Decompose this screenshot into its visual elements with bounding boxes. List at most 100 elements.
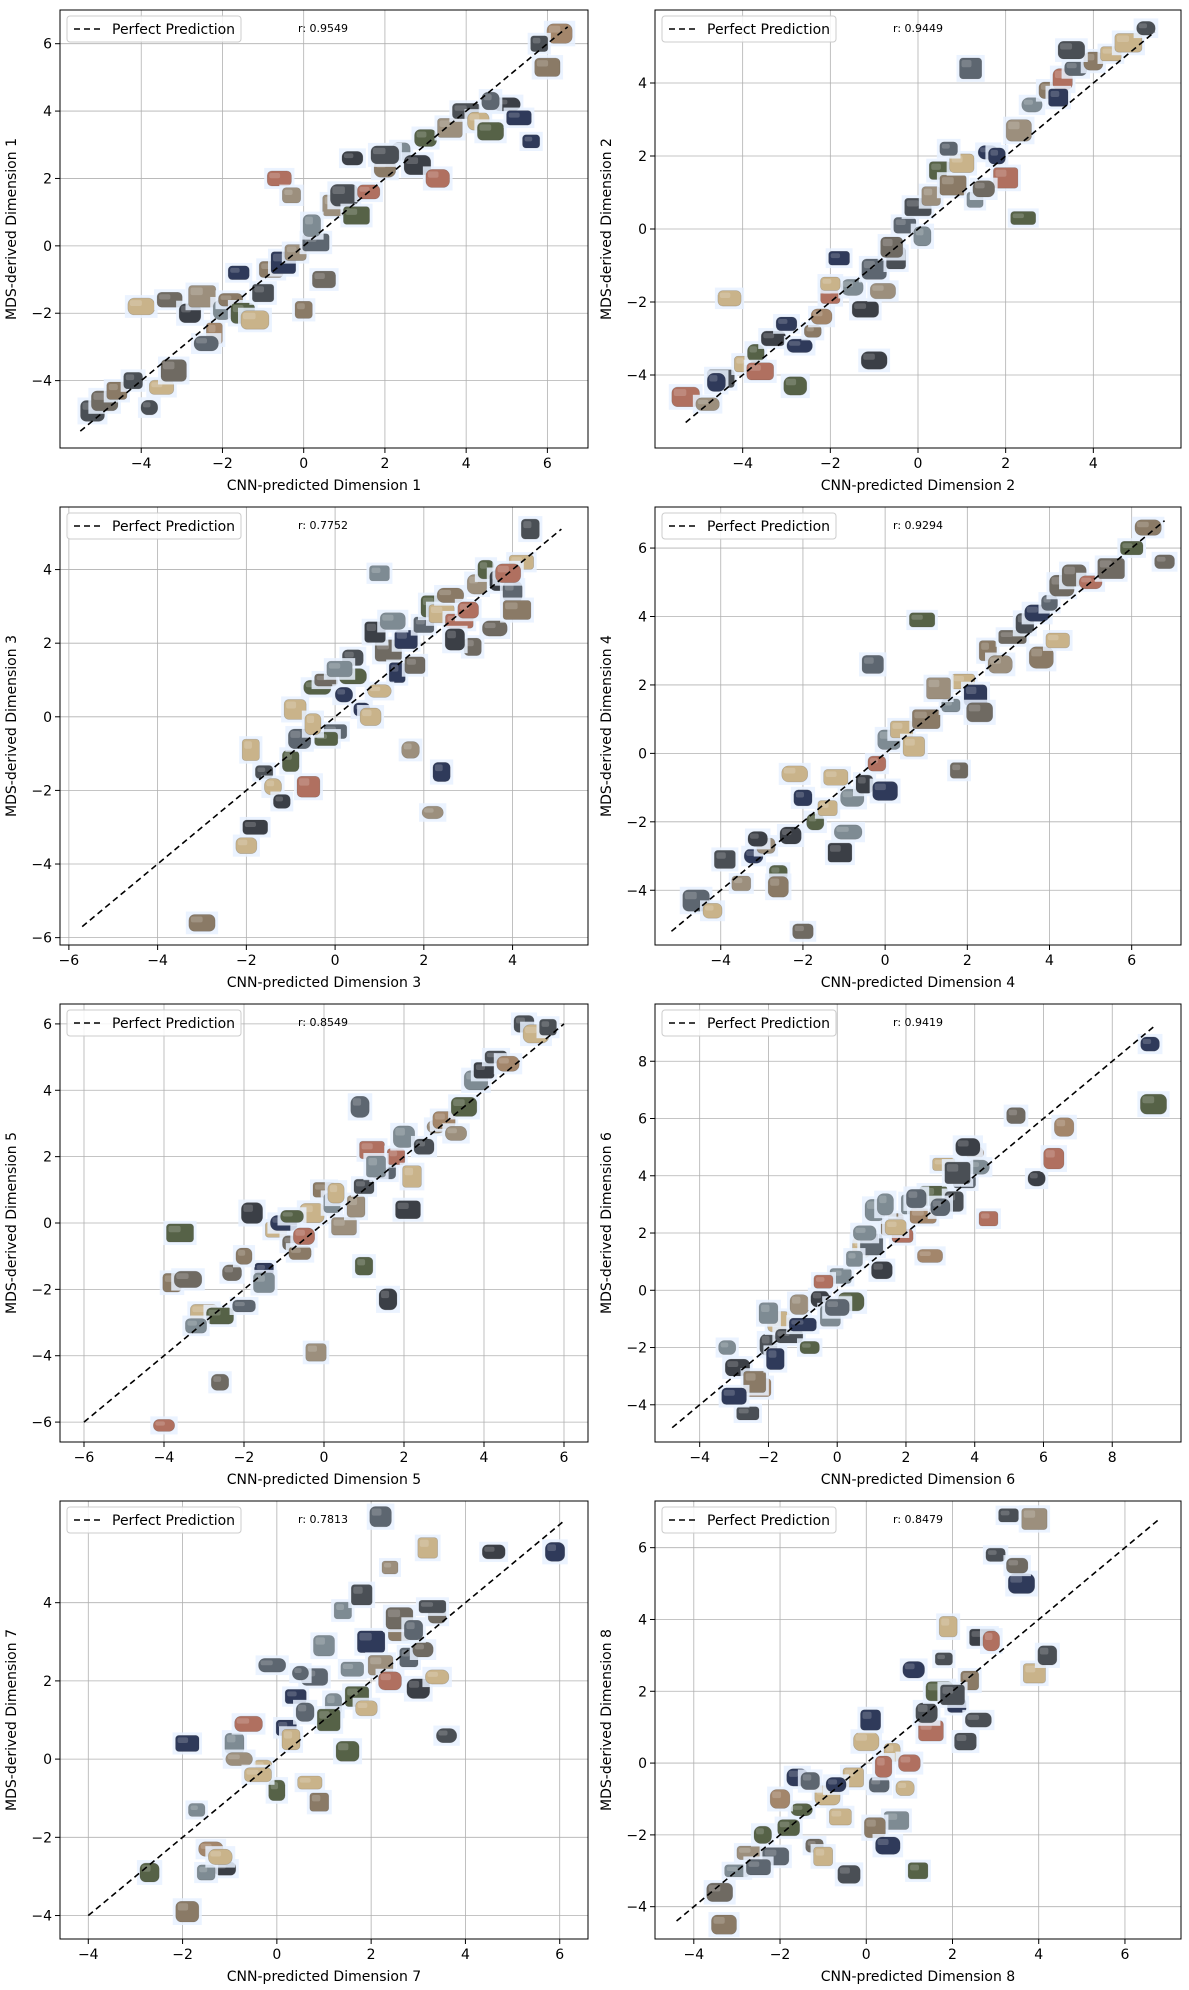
data-point	[279, 747, 303, 775]
data-point	[1137, 1033, 1163, 1055]
y-tick-label: 8	[638, 1054, 647, 1070]
x-tick-label: 0	[331, 953, 340, 969]
data-point	[947, 759, 971, 782]
correlation-label: r: 0.7752	[298, 519, 348, 532]
y-tick-label: 6	[638, 1541, 647, 1557]
data-point	[294, 773, 323, 801]
data-point	[270, 791, 294, 812]
data-point	[172, 1898, 202, 1925]
y-tick-label: 4	[43, 1083, 52, 1099]
x-tick-label: 0	[862, 1947, 871, 1963]
data-point	[293, 1699, 318, 1725]
data-point	[410, 1135, 438, 1158]
data-point	[542, 1539, 568, 1565]
y-axis-label: MDS-derived Dimension 5	[4, 1132, 20, 1314]
x-axis-label: CNN-predicted Dimension 1	[227, 478, 421, 494]
data-point	[914, 1246, 946, 1266]
axes-frame	[654, 506, 1182, 946]
chart-panel-8: −4 −2 0 2 4 6 −4 −2 0 2 4 6 CNN-predicted Dimension …	[599, 1500, 1182, 1985]
data-point	[328, 1214, 360, 1239]
x-tick-label: 4	[462, 456, 471, 472]
y-tick-label: −2	[626, 1341, 647, 1357]
data-point	[390, 1122, 418, 1151]
perfect-prediction-line	[81, 528, 562, 928]
y-tick-label: 6	[43, 1017, 52, 1033]
data-point	[711, 847, 739, 872]
x-axis-label: CNN-predicted Dimension 5	[227, 1472, 421, 1488]
x-tick-label: −2	[172, 1947, 193, 1963]
data-point	[877, 234, 906, 261]
x-tick-label: −4	[683, 1947, 704, 1963]
data-point	[692, 394, 723, 414]
data-point	[867, 280, 899, 302]
data-point	[493, 1053, 523, 1075]
x-tick-label: 6	[1039, 1450, 1048, 1466]
data-point	[309, 268, 339, 291]
data-point	[191, 333, 222, 355]
data-point	[205, 1846, 236, 1868]
x-tick-label: −4	[131, 456, 152, 472]
axes-frame	[59, 506, 589, 946]
data-point	[869, 778, 901, 804]
data-point	[157, 356, 190, 385]
y-axis-label: MDS-derived Dimension 2	[599, 138, 615, 320]
data-point	[985, 652, 1016, 677]
legend: Perfect Prediction	[66, 15, 242, 43]
x-axis-label: CNN-predicted Dimension 3	[227, 975, 421, 991]
data-point	[979, 1628, 1003, 1654]
legend-label: Perfect Prediction	[707, 519, 830, 535]
data-point	[500, 597, 534, 623]
data-point	[347, 1093, 373, 1121]
correlation-label: r: 0.7813	[298, 1513, 348, 1526]
data-point	[185, 1800, 208, 1820]
data-point	[849, 298, 882, 321]
chart-panel-6: −4 −2 0 2 4 6 8 −4 −2 0 2 4 6 8 CNN-predicted Dimensio…	[599, 1003, 1182, 1488]
data-point	[874, 1190, 897, 1219]
data-point	[790, 786, 816, 809]
y-tick-label: 0	[638, 1283, 647, 1299]
data-point	[858, 348, 891, 373]
data-points	[77, 20, 576, 425]
y-tick-label: −2	[31, 306, 52, 322]
data-point	[239, 816, 271, 838]
perfect-prediction-line	[671, 1026, 1155, 1429]
data-point	[783, 336, 816, 356]
data-point	[422, 1666, 452, 1688]
data-point	[1034, 1642, 1060, 1668]
data-point	[776, 823, 805, 848]
y-tick-label: −2	[626, 815, 647, 831]
y-axis-label: MDS-derived Dimension 8	[599, 1629, 615, 1811]
axes-frame	[59, 1500, 589, 1940]
data-point	[932, 1649, 956, 1669]
y-tick-label: −4	[31, 374, 52, 390]
data-point	[239, 736, 263, 764]
data-point	[743, 1856, 774, 1878]
data-point	[872, 1753, 895, 1781]
y-tick-label: 2	[638, 1226, 647, 1242]
y-tick-label: 6	[43, 37, 52, 53]
data-point	[185, 911, 219, 935]
chart-panel-5: −6 −4 −2 0 2 4 6 −6 −4 −2 0 2 4 6 CNN-predicted Dimens…	[4, 1003, 589, 1488]
chart-panel-4: −4 −2 0 2 4 6 −4 −2 0 2 4 6 CNN-predicted Dimension …	[599, 506, 1182, 991]
legend-label: Perfect Prediction	[707, 1016, 830, 1032]
legend: Perfect Prediction	[661, 1506, 837, 1534]
data-point	[744, 828, 771, 850]
data-point	[892, 1777, 918, 1799]
data-point	[366, 1503, 395, 1530]
x-axis-label: CNN-predicted Dimension 8	[821, 1969, 1015, 1985]
data-point	[858, 255, 890, 283]
axes-frame	[654, 1003, 1182, 1443]
data-point	[399, 1162, 425, 1191]
data-point	[232, 834, 260, 857]
data-point	[415, 1597, 449, 1616]
data-point	[995, 1505, 1022, 1526]
data-point	[324, 1180, 348, 1207]
x-tick-label: −2	[212, 456, 233, 472]
data-point	[433, 1725, 460, 1746]
y-tick-label: 0	[638, 746, 647, 762]
data-point	[294, 1772, 326, 1793]
x-tick-label: 4	[461, 1947, 470, 1963]
data-point	[536, 1016, 560, 1039]
y-tick-label: 2	[43, 171, 52, 187]
data-point	[797, 1338, 823, 1357]
